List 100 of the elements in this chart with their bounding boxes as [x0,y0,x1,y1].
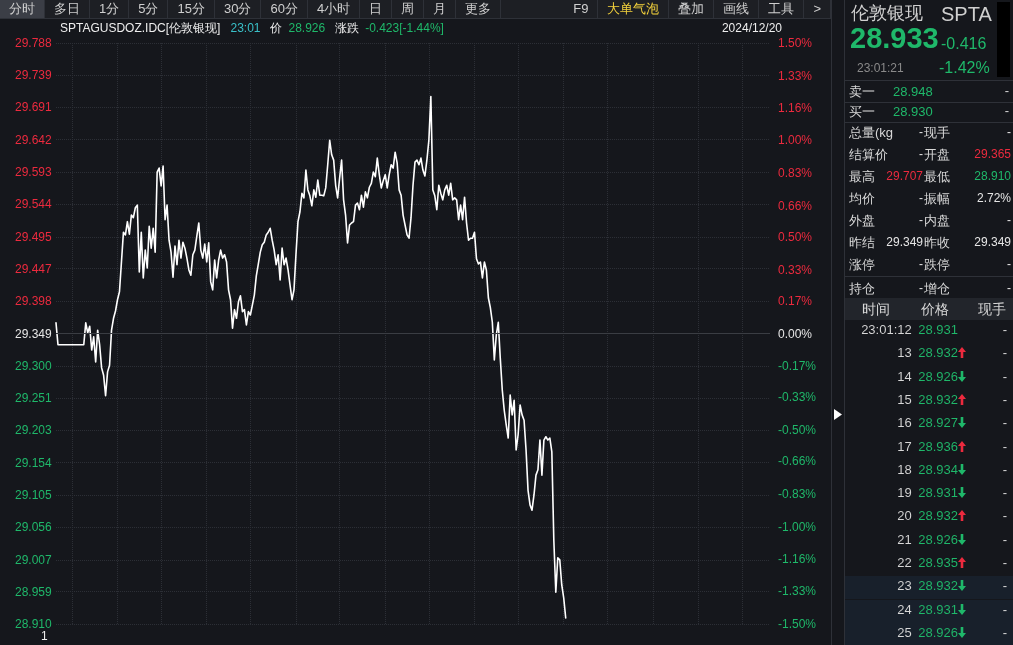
text: 29.365 [974,147,1011,161]
text: 最低 [924,168,950,186]
text: 结算价 [849,146,888,164]
text: 月 [424,0,457,18]
text: 19 28.931 [897,485,958,501]
y-tick-label: 29.105 [15,487,53,502]
y-tick-label: 28.959 [15,584,53,599]
y2-tick-label: -0.17% [778,359,817,374]
text: 开盘 [924,146,950,164]
text: - [1002,391,1007,407]
text: 画线 [714,0,760,18]
y-tick-label: 29.788 [15,36,53,50]
text: 跌停 [924,256,950,274]
y2-tick-label: -0.33% [778,390,817,405]
text: 更多 [456,0,502,18]
text: 15 28.932 [897,391,958,407]
y2-tick-label: 1.50% [778,36,813,50]
y-tick-label: 29.593 [15,165,53,180]
text: 买一 [849,103,875,121]
text: 分时 [0,0,45,18]
y2-tick-label: -0.83% [778,487,817,502]
text: 持仓 [849,280,875,298]
text: 28.926 [288,20,326,37]
text: - [1002,508,1007,524]
text: 1分 [90,0,130,18]
text: - [1007,125,1011,139]
text: 最高 [849,168,875,186]
text: 现手 [924,124,950,142]
text: 价 [270,20,283,37]
y2-tick-label: -1.16% [778,552,817,567]
y2-tick-label: 0.00% [778,326,813,341]
text: - [1002,415,1007,431]
text: 外盘 [849,212,875,230]
text: - [1002,601,1007,617]
text: - [919,147,923,161]
text: 卖一 [849,83,875,101]
y2-tick-label: -1.33% [778,584,817,599]
text: 周 [392,0,425,18]
y-tick-label: 29.739 [15,68,53,83]
text: 23:01 [230,20,261,37]
y2-tick-label: -1.50% [778,617,817,631]
text: 昨收 [924,234,950,252]
text: 2.72% [976,191,1011,205]
text: F9 [564,0,599,18]
text: 15分 [168,0,215,18]
text: 振幅 [924,190,950,208]
text: 28.930 [893,104,933,119]
y2-tick-label: -0.50% [778,423,817,438]
text: 28.948 [893,84,933,99]
text: 13 28.932 [897,345,958,361]
text: 2024/12/20 [721,20,782,37]
text: 增仓 [924,280,950,298]
y-tick-label: 28.910 [15,617,53,631]
text: 28.910 [974,169,1011,183]
text: 14 28.926 [897,368,958,384]
text: 大单气泡 [598,0,670,18]
text: - [1002,578,1007,594]
text: 总量(kg [849,124,894,142]
y2-tick-label: 0.33% [778,262,813,277]
text: 涨停 [849,256,875,274]
text: SPTA [941,3,992,26]
text: 60分 [261,0,308,18]
text: 23:01:21 [857,61,904,75]
text: 内盘 [924,212,950,230]
y-tick-label: 29.642 [15,132,53,147]
y-tick-label: 29.495 [15,229,53,244]
line-series [55,95,567,619]
text: -1.42% [939,59,990,77]
text: 18 28.934 [897,461,958,477]
text: 现手 [978,301,1006,319]
text: - [1007,213,1011,227]
text: 16 28.927 [897,415,958,431]
y2-tick-label: 1.16% [778,100,813,115]
text: - [1007,281,1011,295]
text: 涨跌 [335,20,360,37]
text: - [1004,103,1009,118]
y-tick-label: 29.349 [15,326,53,341]
y2-tick-label: 0.17% [778,293,813,308]
text: 21 28.926 [897,531,958,547]
y-tick-label: 29.398 [15,294,53,309]
text: - [919,125,923,139]
text: 29.707 [886,169,923,183]
text: - [1002,368,1007,384]
text: 22 28.935 [897,555,958,570]
text: 昨结 [849,234,875,252]
y2-tick-label: 1.33% [778,68,813,83]
text: 伦敦银现 [851,2,923,25]
y-tick-label: 29.300 [15,358,53,373]
text: 30分 [214,0,262,18]
text: - [919,191,923,205]
text: 28.933 [850,22,939,55]
text: 日 [360,0,393,18]
text: 23:01:12 28.931 [861,322,958,337]
y2-tick-label: 0.83% [778,165,813,180]
text: 均价 [849,190,875,208]
text: 29.349 [886,235,923,249]
text: - [1002,531,1007,547]
text: - [919,281,923,295]
text: 29.349 [974,235,1011,249]
y2-tick-label: 0.66% [778,198,813,213]
